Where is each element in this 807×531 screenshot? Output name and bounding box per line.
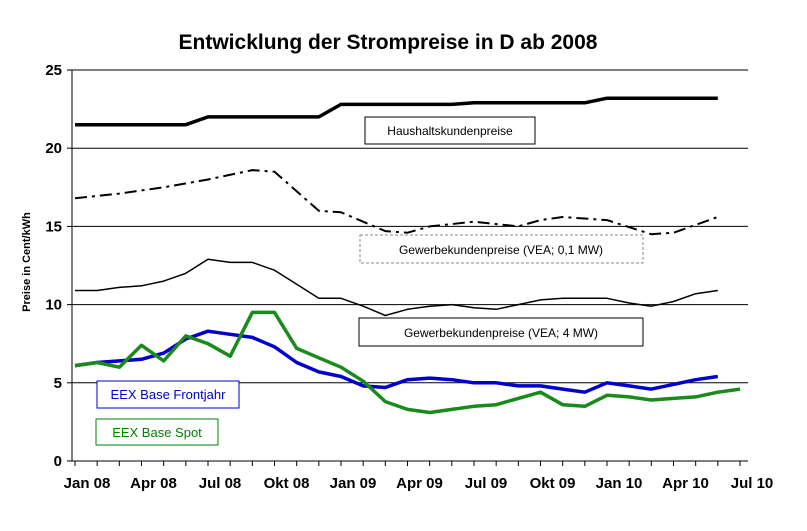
x-tick-label: Jan 08 bbox=[64, 475, 111, 492]
series-line-eex-base-spot bbox=[74, 310, 741, 415]
x-tick-label: Okt 08 bbox=[264, 475, 310, 492]
annotation-eex-frontjahr-label: EEX Base Frontjahr bbox=[111, 387, 227, 402]
x-tick-label: Jul 10 bbox=[731, 475, 774, 492]
annotation-eex-frontjahr: EEX Base Frontjahr bbox=[96, 380, 240, 409]
x-tick-label: Apr 10 bbox=[662, 475, 709, 492]
y-tick-label: 10 bbox=[45, 297, 62, 314]
y-tick-label: 5 bbox=[54, 375, 62, 392]
annotation-haushalt: Haushaltskundenpreise bbox=[364, 116, 536, 145]
annotation-gewerbe-4: Gewerbekundenpreise (VEA; 4 MW) bbox=[358, 317, 644, 347]
series-line-haushaltskundenpreise bbox=[75, 96, 718, 127]
chart-title: Entwicklung der Strompreise in D ab 2008 bbox=[179, 31, 598, 54]
x-tick-label: Apr 08 bbox=[130, 475, 177, 492]
annotation-gewerbe-01: Gewerbekundenpreise (VEA; 0,1 MW) bbox=[359, 234, 644, 264]
x-tick-label: Jan 09 bbox=[330, 475, 377, 492]
annotation-haushalt-label: Haushaltskundenpreise bbox=[387, 124, 513, 138]
y-tick-label: 0 bbox=[54, 453, 62, 470]
series-lines bbox=[74, 96, 741, 415]
annotation-gewerbe-4-label: Gewerbekundenpreise (VEA; 4 MW) bbox=[404, 326, 598, 340]
x-tick-label: Apr 09 bbox=[396, 475, 443, 492]
annotation-eex-spot-label: EEX Base Spot bbox=[112, 425, 202, 440]
y-tick-label: 20 bbox=[45, 140, 62, 157]
x-tick-label: Jul 09 bbox=[465, 475, 508, 492]
x-tick-label: Okt 09 bbox=[530, 475, 576, 492]
series-line-gewerbekundenpreise-vea-4-mw bbox=[75, 258, 718, 317]
annotation-gewerbe-01-label: Gewerbekundenpreise (VEA; 0,1 MW) bbox=[399, 243, 603, 257]
series-line-gewerbekundenpreise-vea-0-1-mw bbox=[74, 169, 719, 236]
x-tick-label: Jul 08 bbox=[199, 475, 242, 492]
x-tick-label: Jan 10 bbox=[596, 475, 643, 492]
annotation-eex-spot: EEX Base Spot bbox=[95, 418, 219, 446]
y-tick-label: 25 bbox=[45, 62, 62, 79]
y-tick-label: 15 bbox=[45, 218, 62, 235]
axes: 0 5 10 15 20 25 Jan 08 Apr 08 Jul 08 Okt 08 Jan 09… bbox=[45, 62, 773, 492]
y-axis-label: Preise in Cent/kWh bbox=[21, 212, 33, 312]
